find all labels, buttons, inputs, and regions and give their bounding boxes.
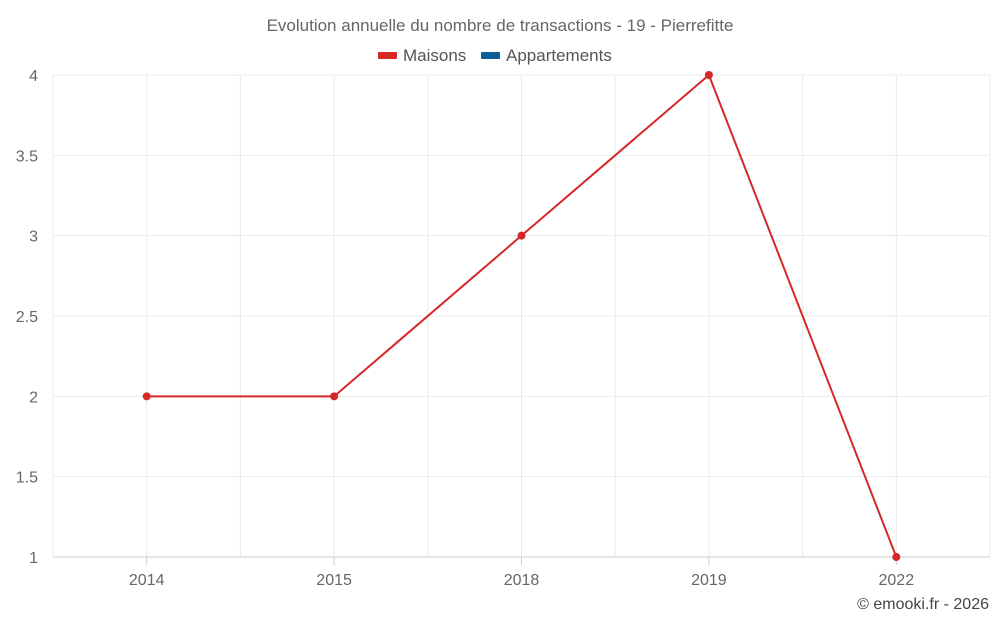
x-tick-label: 2014 <box>129 572 165 589</box>
legend-item-maisons[interactable]: Maisons <box>378 46 466 65</box>
series-layer <box>142 71 901 561</box>
y-tick-label: 3 <box>29 229 38 246</box>
legend: Maisons Appartements <box>378 46 612 65</box>
x-tick-label: 2018 <box>504 572 540 589</box>
y-tick-label: 1.5 <box>16 470 38 487</box>
data-point-maisons[interactable] <box>142 392 151 401</box>
legend-swatch-appartements <box>481 52 500 59</box>
legend-item-appartements[interactable]: Appartements <box>481 46 612 65</box>
y-tick-label: 3.5 <box>16 148 38 165</box>
legend-label-maisons: Maisons <box>403 46 466 65</box>
y-tick-label: 1 <box>29 550 38 567</box>
chart-title: Evolution annuelle du nombre de transact… <box>267 16 734 35</box>
y-tick-label: 2.5 <box>16 309 38 326</box>
x-tick-label: 2022 <box>879 572 915 589</box>
x-gridlines <box>52 75 991 557</box>
x-tick-label: 2019 <box>691 572 727 589</box>
data-point-maisons[interactable] <box>517 231 526 240</box>
legend-label-appartements: Appartements <box>506 46 612 65</box>
x-tick-label: 2015 <box>316 572 352 589</box>
y-axis-ticks: 1 1.5 2 2.5 3 3.5 4 <box>16 68 38 567</box>
x-axis-ticks: 2014 2015 2018 2019 2022 <box>129 557 914 589</box>
legend-swatch-maisons <box>378 52 397 59</box>
data-point-maisons[interactable] <box>704 71 713 79</box>
y-tick-label: 4 <box>29 68 38 85</box>
y-tick-label: 2 <box>29 389 38 406</box>
data-point-maisons[interactable] <box>892 553 901 561</box>
data-point-maisons[interactable] <box>330 392 339 401</box>
credit-text: © emooki.fr - 2026 <box>857 596 989 613</box>
